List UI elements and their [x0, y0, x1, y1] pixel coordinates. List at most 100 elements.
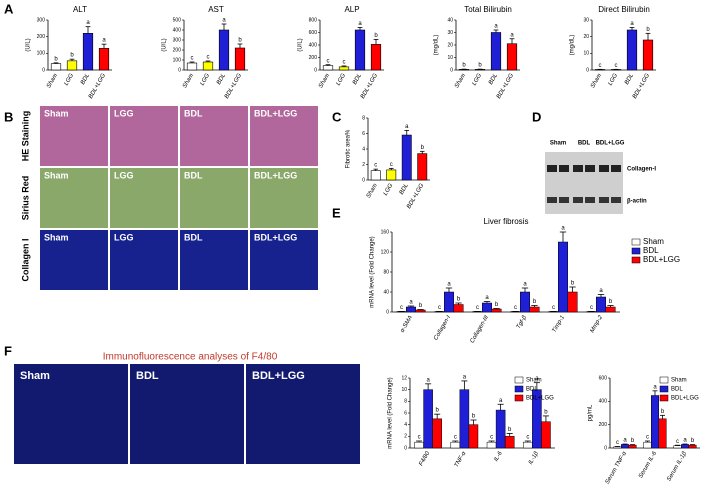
- y-tick-label: 4: [404, 422, 407, 428]
- significance-letter: a: [561, 226, 565, 232]
- significance-letter: a: [630, 21, 634, 27]
- x-tick-label: BDL+LGG: [360, 73, 379, 100]
- significance-letter: a: [494, 24, 498, 30]
- legend-label: BDL: [643, 246, 659, 255]
- chart-title: ALT: [73, 5, 87, 14]
- y-tick-label: 10: [583, 51, 589, 57]
- significance-letter: c: [400, 305, 403, 311]
- blot-column: BDL: [578, 141, 591, 147]
- panel-label: D: [532, 109, 541, 124]
- significance-letter: c: [476, 305, 479, 311]
- y-axis-label: (U/L): [26, 38, 32, 51]
- row-label: Collagen I: [20, 238, 30, 281]
- significance-letter: a: [102, 38, 106, 44]
- significance-letter: b: [544, 409, 548, 415]
- x-tick-label: Sham: [182, 73, 195, 90]
- panel-label: A: [4, 1, 14, 16]
- x-tick-label: BDL: [488, 73, 499, 86]
- image-label: Sham: [20, 370, 50, 382]
- x-tick-label: LGG: [383, 183, 395, 197]
- y-axis-label: (U/L): [298, 38, 304, 51]
- significance-letter: a: [86, 20, 90, 26]
- y-tick-label: 120: [381, 249, 390, 255]
- significance-letter: c: [616, 440, 619, 446]
- significance-letter: b: [478, 63, 482, 69]
- y-tick-label: 0: [314, 67, 317, 73]
- bar: [82, 33, 94, 71]
- significance-letter: a: [405, 124, 409, 130]
- bar: [567, 291, 578, 313]
- significance-letter: b: [533, 299, 537, 305]
- y-axis-label: (mg/dL): [570, 35, 576, 56]
- significance-letter: b: [421, 145, 425, 151]
- legend-swatch: [659, 385, 669, 393]
- significance-letter: c: [552, 305, 555, 311]
- chart-title: ALP: [344, 5, 359, 14]
- y-tick-label: 400: [173, 27, 182, 33]
- significance-letter: a: [409, 300, 413, 306]
- y-tick-label: 600: [309, 30, 318, 36]
- bar: [688, 444, 697, 449]
- x-tick-label: LGG: [200, 73, 212, 87]
- y-tick-label: 800: [309, 17, 318, 23]
- bar: [417, 153, 428, 181]
- micrograph: [250, 230, 318, 290]
- significance-letter: b: [238, 38, 242, 44]
- significance-letter: b: [54, 56, 58, 62]
- image-label: BDL: [136, 370, 159, 382]
- x-tick-label: LGG: [472, 73, 484, 87]
- bar: [642, 39, 654, 71]
- x-tick-label: Tgf-β: [516, 314, 529, 330]
- legend-label: Sham: [643, 237, 664, 246]
- bar: [414, 441, 424, 449]
- y-tick-label: 30: [447, 30, 453, 36]
- bar: [450, 441, 461, 449]
- image-label: BDL+LGG: [252, 370, 305, 382]
- bar: [50, 63, 62, 71]
- bar: [529, 306, 540, 313]
- bar: [482, 302, 492, 313]
- y-tick-label: 0: [362, 177, 365, 183]
- bar: [596, 296, 606, 313]
- y-tick-label: 20: [447, 42, 453, 48]
- y-tick-label: 6: [362, 131, 365, 137]
- x-tick-label: LGG: [608, 73, 620, 87]
- image-label: BDL: [184, 232, 203, 242]
- significance-letter: c: [514, 305, 517, 311]
- x-tick-label: Collagen-III: [470, 315, 491, 345]
- band: [559, 197, 569, 203]
- significance-letter: a: [510, 32, 514, 38]
- y-tick-label: 160: [381, 229, 390, 235]
- chart-title: Liver fibrosis: [484, 217, 529, 226]
- y-tick-label: 100: [37, 51, 46, 57]
- band: [585, 197, 595, 203]
- legend-label: BDL+LGG: [526, 396, 554, 402]
- image-label: BDL+LGG: [254, 108, 297, 118]
- bar: [541, 421, 551, 449]
- band-label: β-actin: [627, 199, 647, 205]
- y-tick-label: 10: [447, 55, 453, 61]
- bar: [338, 66, 350, 71]
- legend-label: BDL: [671, 387, 683, 393]
- band: [559, 165, 569, 172]
- legend-label: BDL: [526, 387, 538, 393]
- legend-swatch: [631, 238, 641, 246]
- bar: [98, 48, 110, 71]
- y-tick-label: 200: [37, 34, 46, 40]
- significance-letter: b: [661, 409, 665, 415]
- image-label: Sham: [44, 108, 69, 118]
- x-tick-label: LGG: [64, 73, 76, 87]
- significance-letter: b: [374, 33, 378, 39]
- significance-letter: b: [631, 438, 635, 444]
- significance-letter: c: [454, 435, 457, 441]
- significance-letter: b: [419, 303, 423, 309]
- y-axis-label: mRNA level (Fold Change): [370, 236, 376, 307]
- y-axis-label: (mg/dL): [434, 35, 440, 56]
- bar: [491, 308, 502, 313]
- y-tick-label: 100: [173, 57, 182, 63]
- band: [547, 165, 557, 172]
- significance-letter: c: [599, 63, 602, 69]
- micrograph: [180, 106, 248, 166]
- bar: [415, 309, 426, 313]
- y-tick-label: 2: [362, 162, 365, 168]
